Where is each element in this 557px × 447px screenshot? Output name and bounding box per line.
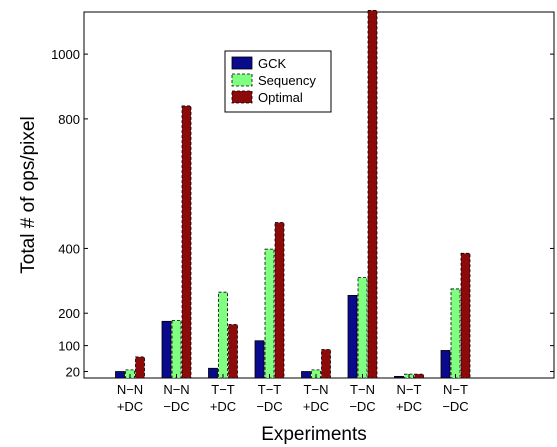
bar-gck-6 (394, 375, 404, 379)
bar-sequency-3 (264, 248, 275, 379)
legend-swatch-sequency (231, 73, 253, 87)
bar-optimal-6 (414, 373, 424, 379)
y-tick-label: 400 (58, 241, 80, 256)
x-tick-label-line2: −DC (349, 399, 375, 414)
x-tick-label-line1: T−N (304, 382, 329, 397)
legend-label-gck: GCK (258, 56, 287, 71)
bar-optimal-2 (228, 324, 238, 379)
bar-optimal-5 (367, 9, 378, 379)
legend-swatch-gck (231, 56, 253, 70)
x-tick-label-line1: T−N (350, 382, 375, 397)
x-tick-label-line1: N−T (397, 382, 422, 397)
x-tick-label-line1: T−T (258, 382, 282, 397)
legend: GCK Sequency Optimal (224, 50, 332, 113)
x-tick-label-line1: N−N (163, 382, 189, 397)
y-tick-label: 1000 (51, 47, 80, 62)
bar-sequency-1 (171, 319, 182, 379)
bar-optimal-4 (321, 349, 331, 379)
bar-gck-2 (208, 367, 218, 379)
x-tick-label-line1: T−T (211, 382, 235, 397)
bar-gck-0 (115, 371, 125, 379)
bar-gck-4 (301, 371, 311, 379)
bar-optimal-7 (460, 252, 471, 379)
y-tick-label: 200 (58, 306, 80, 321)
x-tick-label-line1: N−T (443, 382, 468, 397)
y-tick-label: 100 (58, 339, 80, 354)
legend-swatch-optimal (231, 90, 253, 104)
bars (115, 9, 471, 379)
legend-label-optimal: Optimal (258, 90, 303, 105)
x-tick-labels: N−N +DC N−N −DC T−T +DC T−T −DC T−N +DC T−N −DC N−T +… (117, 382, 469, 414)
bar-sequency-5 (357, 277, 368, 379)
bar-gck-7 (440, 350, 451, 379)
x-tick-label-line2: −DC (442, 399, 468, 414)
y-axis-title: Total # of ops/pixel (18, 116, 39, 273)
x-tick-label-line2: −DC (256, 399, 282, 414)
bar-sequency-7 (450, 288, 461, 379)
bar-gck-5 (347, 295, 358, 379)
x-tick-label-line2: −DC (163, 399, 189, 414)
bar-optimal-1 (181, 105, 192, 379)
x-axis-title: Experiments (261, 424, 367, 445)
x-tick-label-line2: +DC (210, 399, 236, 414)
bar-gck-3 (254, 340, 265, 379)
bar-optimal-0 (135, 356, 145, 379)
bar-optimal-3 (274, 222, 285, 379)
x-tick-label-line2: +DC (117, 399, 143, 414)
y-tick-label: 20 (66, 365, 80, 380)
x-tick-label-line2: +DC (396, 399, 422, 414)
legend-label-sequency: Sequency (258, 73, 316, 88)
x-tick-label-line2: +DC (303, 399, 329, 414)
y-ticks: 20 100 200 400 800 1000 (51, 47, 554, 380)
bar-sequency-2 (218, 291, 228, 379)
bar-gck-1 (161, 320, 172, 379)
x-tick-label-line1: N−N (117, 382, 143, 397)
y-tick-label: 800 (58, 112, 80, 127)
